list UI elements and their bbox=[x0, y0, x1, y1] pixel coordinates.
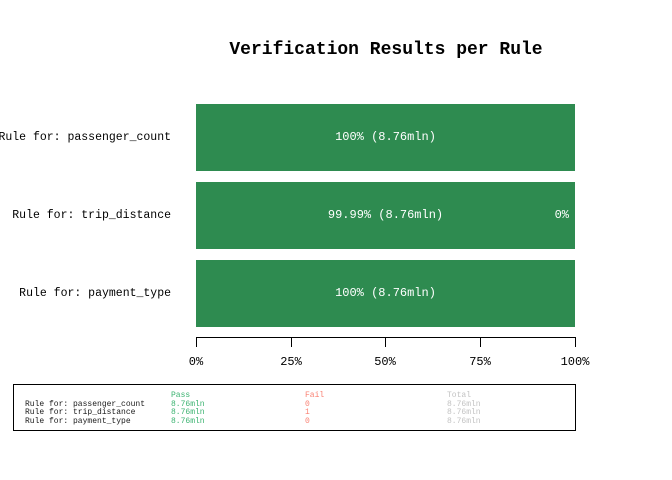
table-header-total: Total bbox=[447, 391, 472, 400]
y-axis-label-payment-type: Rule for: payment_type bbox=[19, 287, 171, 300]
table-cell-total: 8.76mln bbox=[447, 416, 481, 426]
x-tick-label-25: 25% bbox=[280, 355, 302, 369]
table-cell-fail: 1 bbox=[305, 408, 310, 417]
table-row-label: Rule for: payment_type bbox=[25, 416, 131, 426]
y-axis-label-trip-distance: Rule for: trip_distance bbox=[12, 209, 171, 222]
table-cell-pass: 8.76mln bbox=[171, 408, 205, 417]
table-row-label: Rule for: passenger_count bbox=[25, 399, 146, 409]
bar-value-label: 100% (8.76mln) bbox=[335, 286, 436, 300]
summary-table: Pass Fail Total Rule for: passenger_coun… bbox=[13, 384, 576, 431]
bar-fail-label: 0% bbox=[554, 208, 569, 222]
x-axis-tick bbox=[575, 337, 576, 347]
x-axis-tick bbox=[291, 337, 292, 347]
bar-trip-distance: 99.99% (8.76mln) 0% bbox=[196, 182, 575, 249]
table-row-label: Rule for: trip_distance bbox=[25, 408, 136, 417]
bar-value-label: 99.99% (8.76mln) bbox=[327, 208, 444, 222]
table-header-pass: Pass bbox=[171, 391, 191, 400]
table-cell-pass: 8.76mln bbox=[171, 416, 205, 426]
chart-title: Verification Results per Rule bbox=[229, 40, 543, 60]
bar-payment-type: 100% (8.76mln) bbox=[196, 260, 575, 327]
table-cell-total: 8.76mln bbox=[447, 399, 481, 409]
table-cell-fail: 0 bbox=[305, 416, 310, 426]
table-header-fail: Fail bbox=[305, 391, 325, 400]
x-tick-label-50: 50% bbox=[374, 355, 396, 369]
x-axis-tick bbox=[196, 337, 197, 347]
y-axis-label-passenger-count: Rule for: passenger_count bbox=[0, 131, 171, 144]
bar-passenger-count: 100% (8.76mln) bbox=[196, 104, 575, 171]
x-axis-line bbox=[196, 337, 576, 338]
x-axis-tick bbox=[480, 337, 481, 347]
x-axis-tick bbox=[385, 337, 386, 347]
x-tick-label-0: 0% bbox=[188, 355, 204, 369]
table-cell-total: 8.76mln bbox=[447, 408, 481, 417]
bar-value-label: 100% (8.76mln) bbox=[335, 130, 436, 144]
table-cell-pass: 8.76mln bbox=[171, 399, 205, 409]
x-tick-label-100: 100% bbox=[560, 355, 590, 369]
x-tick-label-75: 75% bbox=[469, 355, 491, 369]
table-cell-fail: 0 bbox=[305, 399, 310, 409]
